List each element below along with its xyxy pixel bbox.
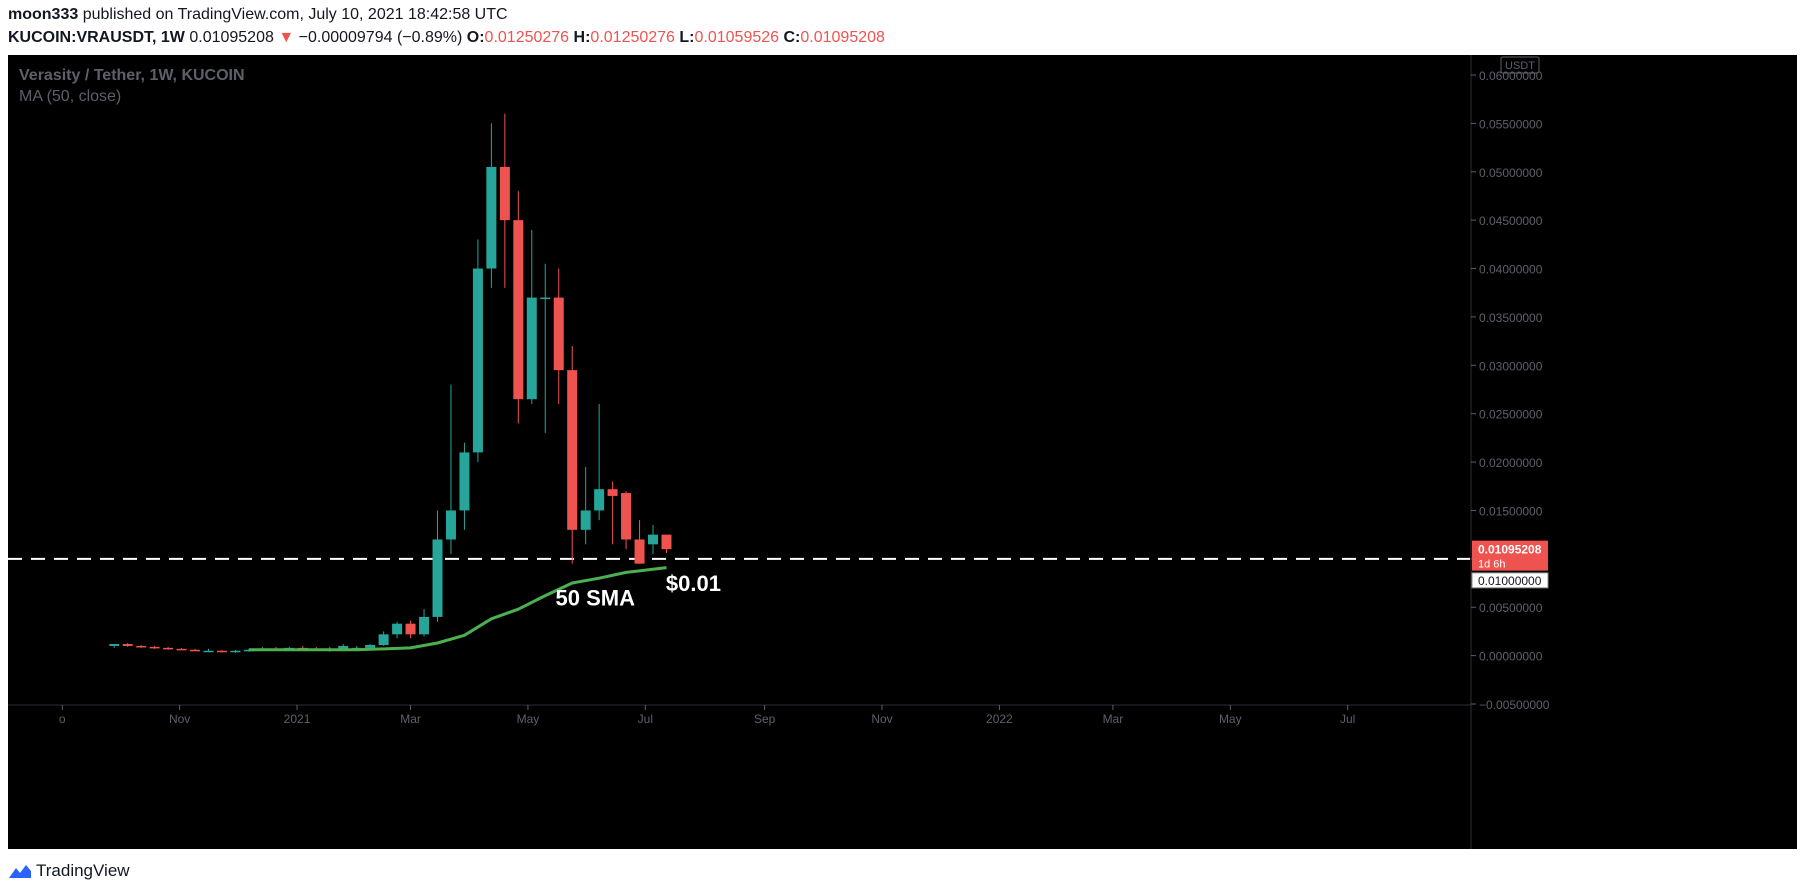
candle-body (553, 297, 564, 371)
down-triangle-icon: ▼ (278, 29, 295, 46)
candle-body (513, 220, 524, 400)
candlestick-chart[interactable]: 0.060000000.055000000.050000000.04500000… (8, 55, 1797, 849)
candle-body (149, 646, 160, 649)
x-tick-label: Mar (1103, 712, 1124, 726)
y-tick-label: 0.00500000 (1479, 601, 1543, 615)
candle-body (378, 634, 389, 645)
close-value: 0.01095208 (800, 29, 885, 46)
candle-body (607, 489, 618, 496)
candle-body (419, 616, 430, 635)
candle-body (499, 166, 510, 221)
currency-badge: USDT (1505, 60, 1535, 72)
candle-body (163, 647, 174, 650)
y-tick-label: 0.02000000 (1479, 456, 1543, 470)
x-tick-label: Nov (871, 712, 892, 726)
x-tick-label: o (59, 712, 66, 726)
symbol-label: KUCOIN:VRAUSDT, 1W (8, 29, 185, 46)
price-level-annotation: $0.01 (666, 571, 721, 596)
candle-body (190, 649, 201, 652)
tradingview-brand[interactable]: TradingView (36, 861, 130, 880)
chart-panel[interactable]: 0.06000000 0.05500000 0.05000000 0.04500000… (8, 55, 1797, 849)
x-tick-label: Jul (1340, 712, 1355, 726)
candle-body (526, 297, 537, 400)
candle-body (392, 623, 403, 635)
candle-body (109, 644, 120, 646)
y-tick-label: 0.05000000 (1479, 166, 1543, 180)
candle-body (203, 650, 214, 653)
x-tick-label: Jul (638, 712, 653, 726)
indicator-legend: MA (50, close) (19, 88, 122, 105)
candle-body (540, 297, 551, 300)
sma-annotation: 50 SMA (556, 585, 636, 610)
tradingview-logo-icon[interactable] (8, 863, 32, 879)
high-value: 0.01250276 (590, 29, 675, 46)
candle-body (661, 534, 672, 550)
candle-body (580, 510, 591, 530)
open-value: 0.01250276 (484, 29, 570, 46)
y-tick-label: 0.02500000 (1479, 408, 1543, 422)
y-tick-label: 0.05500000 (1479, 117, 1543, 131)
currency-badge-frame (1500, 56, 1540, 74)
candle-body (486, 166, 497, 269)
x-tick-label: Mar (400, 712, 421, 726)
candle-body (594, 489, 605, 511)
candle-body (176, 648, 187, 651)
candle-body (432, 539, 443, 617)
bar-countdown: 1d 6h (1478, 559, 1506, 571)
high-label: H: (573, 29, 591, 46)
x-tick-label: May (1219, 712, 1242, 726)
candle-body (567, 370, 578, 530)
candle-body (338, 645, 349, 649)
y-tick-label: 0.04000000 (1479, 263, 1543, 277)
symbol-ohlc-bar: KUCOIN:VRAUSDT, 1W 0.01095208 ▼ −0.00009… (8, 29, 885, 47)
x-tick-label: Nov (169, 712, 190, 726)
low-value: 0.01059526 (694, 29, 780, 46)
y-tick-label: −0.00500000 (1479, 698, 1550, 712)
y-tick-label: 0.01500000 (1479, 504, 1543, 518)
open-label: O: (466, 29, 485, 46)
author-name[interactable]: moon333 (8, 6, 79, 23)
footer-branding: TradingView (8, 859, 130, 883)
x-tick-label: 2021 (284, 712, 311, 726)
last-price-tag: 0.01095208 (1478, 543, 1542, 557)
last-price: 0.01095208 (189, 29, 274, 46)
close-label: C: (783, 29, 801, 46)
candle-body (365, 644, 376, 648)
y-tick-label: 0.03500000 (1479, 311, 1543, 325)
candle-body (621, 493, 632, 540)
candle-body (136, 645, 147, 648)
candle-body (648, 534, 659, 545)
candle-body (445, 510, 456, 540)
price-change: −0.00009794 (−0.89%) (298, 29, 463, 46)
y-tick-label: 0.00000000 (1479, 650, 1543, 664)
x-tick-label: 2022 (986, 712, 1013, 726)
candle-body (459, 452, 470, 511)
candle-body (634, 539, 645, 564)
x-tick-label: Sep (754, 712, 776, 726)
candle-body (230, 650, 241, 653)
level-tag-bg (1471, 572, 1549, 589)
last-price-tag-bg (1472, 540, 1548, 571)
candle-body (472, 268, 483, 453)
candle-body (405, 623, 416, 635)
y-tick-label: 0.04500000 (1479, 214, 1543, 228)
low-label: L: (679, 29, 695, 46)
y-tick-label: 0.03000000 (1479, 359, 1543, 373)
publish-info: moon333 published on TradingView.com, Ju… (8, 6, 508, 24)
sma-50-line (248, 566, 667, 652)
candle-body (216, 650, 227, 653)
series-legend-title: Verasity / Tether, 1W, KUCOIN (19, 67, 245, 84)
candle-body (122, 644, 133, 646)
x-tick-label: May (517, 712, 540, 726)
level-tag: 0.01000000 (1478, 574, 1542, 588)
published-text: published on TradingView.com, July 10, 2… (82, 6, 508, 23)
